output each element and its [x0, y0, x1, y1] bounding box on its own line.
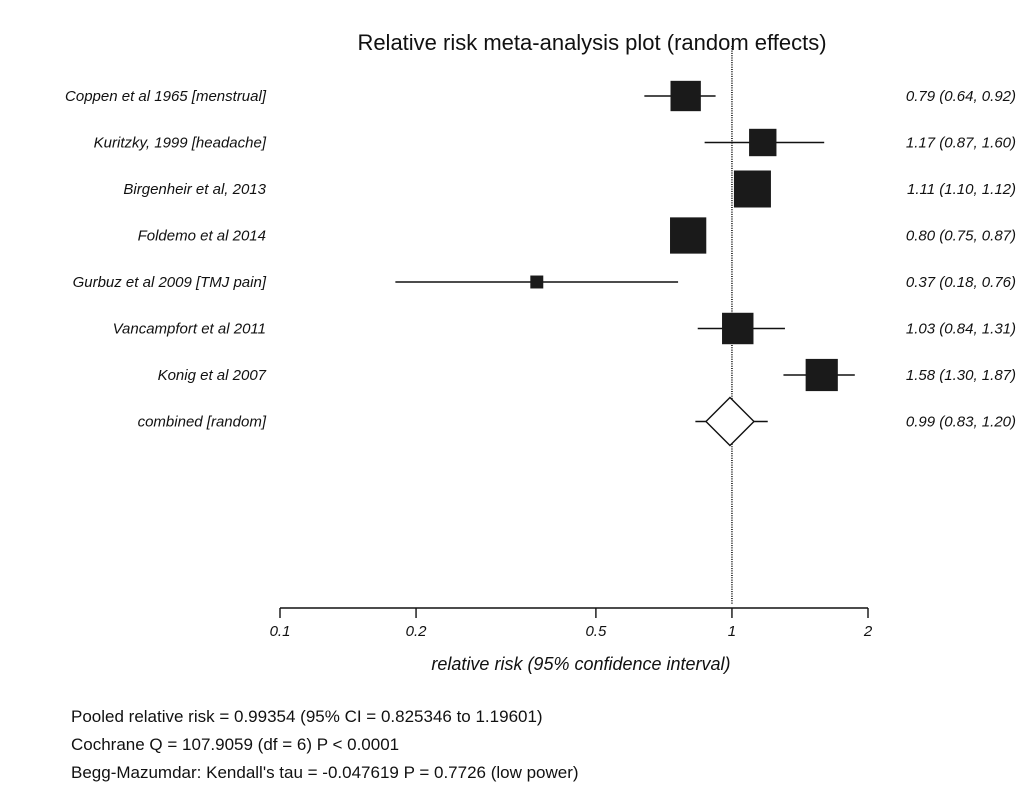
study-label: Vancampfort et al 2011: [113, 321, 266, 338]
point-estimate-square: [733, 170, 771, 208]
combined-label: combined [random]: [138, 414, 267, 431]
study-row: Foldemo et al 2014 0.80 (0.75, 0.87): [138, 217, 1016, 254]
study-label: Birgenheir et al, 2013: [123, 181, 266, 198]
begg-mazumdar-text: Begg-Mazumdar: Kendall's tau = -0.047619…: [71, 763, 579, 782]
estimate-label: 0.37 (0.18, 0.76): [906, 274, 1016, 291]
study-row: Coppen et al 1965 [menstrual] 0.79 (0.64,…: [65, 80, 1016, 112]
combined-row: combined [random] 0.99 (0.83, 1.20): [138, 396, 1016, 447]
study-row: Kuritzky, 1999 [headache] 1.17 (0.87, 1.6…: [94, 128, 1016, 157]
estimate-label: 1.11 (1.10, 1.12): [907, 181, 1016, 198]
x-tick-label: 0.2: [406, 623, 428, 640]
x-tick-label: 0.1: [270, 623, 291, 640]
study-row: Konig et al 2007 1.58 (1.30, 1.87): [158, 358, 1016, 392]
point-estimate-square: [805, 358, 838, 392]
estimate-label: 1.17 (0.87, 1.60): [906, 135, 1016, 152]
study-label: Gurbuz et al 2009 [TMJ pain]: [73, 274, 267, 291]
study-row: Vancampfort et al 2011 1.03 (0.84, 1.31): [113, 312, 1016, 345]
combined-diamond: [704, 396, 755, 447]
study-row: Birgenheir et al, 2013 1.11 (1.10, 1.12): [123, 170, 1016, 208]
x-tick-label: 1: [728, 623, 736, 640]
study-label: Kuritzky, 1999 [headache]: [94, 135, 267, 152]
point-estimate-square: [749, 128, 777, 157]
estimate-label: 0.80 (0.75, 0.87): [906, 228, 1016, 245]
estimate-label: 1.03 (0.84, 1.31): [906, 321, 1016, 338]
estimate-label: 1.58 (1.30, 1.87): [906, 367, 1016, 384]
study-label: Foldemo et al 2014: [138, 228, 266, 245]
point-estimate-square: [530, 275, 544, 289]
forest-plot: Relative risk meta-analysis plot (random…: [65, 30, 1016, 674]
pooled-rr-text: Pooled relative risk = 0.99354 (95% CI =…: [71, 707, 543, 726]
combined-estimate-label: 0.99 (0.83, 1.20): [906, 414, 1016, 431]
study-label: Konig et al 2007: [158, 367, 267, 384]
point-estimate-square: [670, 217, 707, 254]
x-tick-label: 2: [863, 623, 873, 640]
point-estimate-square: [722, 312, 754, 345]
study-label: Coppen et al 1965 [menstrual]: [65, 88, 267, 105]
summary-statistics: Pooled relative risk = 0.99354 (95% CI =…: [71, 703, 579, 787]
chart-title: Relative risk meta-analysis plot (random…: [357, 30, 826, 55]
cochrane-q-text: Cochrane Q = 107.9059 (df = 6) P < 0.000…: [71, 735, 400, 754]
estimate-label: 0.79 (0.64, 0.92): [906, 88, 1016, 105]
study-row: Gurbuz et al 2009 [TMJ pain] 0.37 (0.18, …: [73, 274, 1016, 291]
x-axis-label: relative risk (95% confidence interval): [431, 654, 730, 674]
point-estimate-square: [670, 80, 701, 112]
x-tick-label: 0.5: [585, 623, 607, 640]
